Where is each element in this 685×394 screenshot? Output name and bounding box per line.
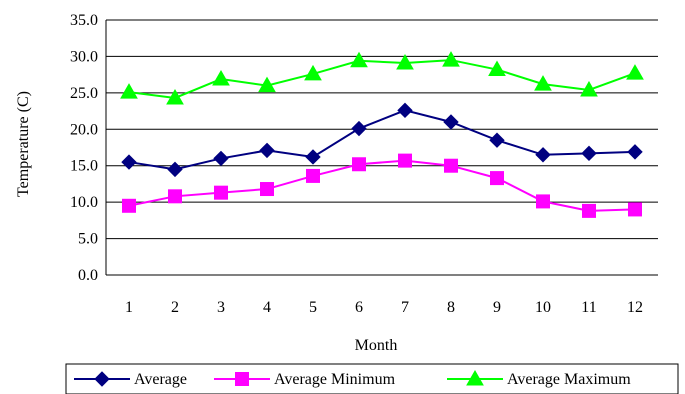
data-point: [304, 64, 322, 81]
data-point: [212, 70, 230, 86]
series-average: [121, 102, 643, 178]
data-point: [535, 147, 551, 163]
x-tick-label: 3: [217, 299, 225, 316]
data-point: [534, 75, 552, 91]
x-tick-label: 9: [493, 299, 501, 316]
series-line: [128, 59, 636, 99]
legend-marker: [235, 372, 249, 386]
series-layer: [120, 51, 644, 218]
data-point: [397, 102, 413, 119]
data-point: [489, 132, 505, 148]
data-point: [443, 114, 459, 130]
data-point: [258, 76, 276, 93]
x-tick-label: 11: [581, 299, 596, 316]
y-tick-label: 0.0: [78, 267, 98, 284]
data-point: [122, 198, 136, 213]
legend: Average Average Minimum Average Maximum: [65, 363, 679, 394]
plot-background: [106, 20, 658, 275]
data-point: [628, 202, 642, 217]
data-point: [260, 182, 274, 197]
legend-items: Average Average Minimum Average Maximum: [74, 369, 631, 388]
series-line: [128, 159, 636, 212]
data-point: [536, 194, 550, 209]
legend-label: Average Minimum: [274, 371, 396, 388]
data-point: [581, 145, 597, 162]
data-point: [259, 142, 275, 159]
legend-marker: [94, 371, 110, 387]
y-tick-label: 25.0: [70, 85, 98, 102]
y-axis-title: Temperature (C): [15, 91, 32, 197]
x-tick-label: 12: [627, 299, 643, 316]
data-point: [168, 189, 182, 204]
y-tick-labels: 0.0 5.0 10.0 15.0 20.0 25.0 30.0 35.0: [70, 12, 98, 284]
legend-box: [65, 363, 679, 394]
data-point: [351, 120, 367, 137]
series-average-minimum: [122, 153, 642, 218]
data-point: [352, 157, 366, 172]
x-tick-label: 8: [447, 299, 455, 316]
data-point: [214, 185, 228, 200]
legend-label: Average Maximum: [507, 371, 631, 388]
y-tick-label: 15.0: [70, 158, 98, 175]
data-point: [350, 51, 368, 68]
data-point: [305, 149, 321, 165]
y-tick-label: 35.0: [70, 12, 98, 29]
plot-area: [105, 19, 658, 276]
data-point: [121, 154, 137, 170]
axes: [105, 20, 658, 276]
x-tick-label: 7: [401, 299, 409, 316]
x-tick-labels: 1 2 3 4 5 6 7 8 9 10 11 12: [125, 299, 643, 316]
data-point: [488, 60, 506, 77]
data-point: [490, 171, 504, 186]
data-point: [213, 150, 229, 167]
legend-item-average: Average: [74, 371, 187, 388]
x-tick-label: 2: [171, 299, 179, 316]
series-line: [128, 109, 636, 171]
x-tick-label: 10: [535, 299, 551, 316]
legend-marker: [466, 369, 484, 386]
gridlines: [106, 19, 658, 240]
data-point: [444, 158, 458, 173]
data-point: [398, 153, 412, 168]
data-point: [166, 88, 184, 105]
data-point: [582, 203, 596, 218]
legend-label: Average: [134, 371, 187, 388]
data-point: [626, 64, 644, 80]
x-tick-label: 6: [355, 299, 363, 316]
y-tick-label: 10.0: [70, 194, 98, 211]
data-point: [627, 144, 643, 160]
data-point: [396, 53, 414, 70]
x-tick-label: 4: [263, 299, 271, 316]
series-average-maximum: [120, 51, 644, 105]
legend-item-average-minimum: Average Minimum: [214, 371, 396, 388]
legend-item-average-maximum: Average Maximum: [447, 369, 631, 388]
y-tick-label: 5.0: [78, 231, 98, 248]
y-tick-label: 30.0: [70, 48, 98, 65]
data-point: [120, 83, 138, 99]
data-point: [580, 80, 598, 97]
data-point: [442, 51, 460, 67]
data-point: [306, 168, 320, 183]
data-point: [167, 161, 183, 178]
x-axis-title: Month: [355, 337, 398, 354]
y-tick-label: 20.0: [70, 121, 98, 138]
x-tick-label: 1: [125, 299, 133, 316]
x-tick-label: 5: [309, 299, 317, 316]
